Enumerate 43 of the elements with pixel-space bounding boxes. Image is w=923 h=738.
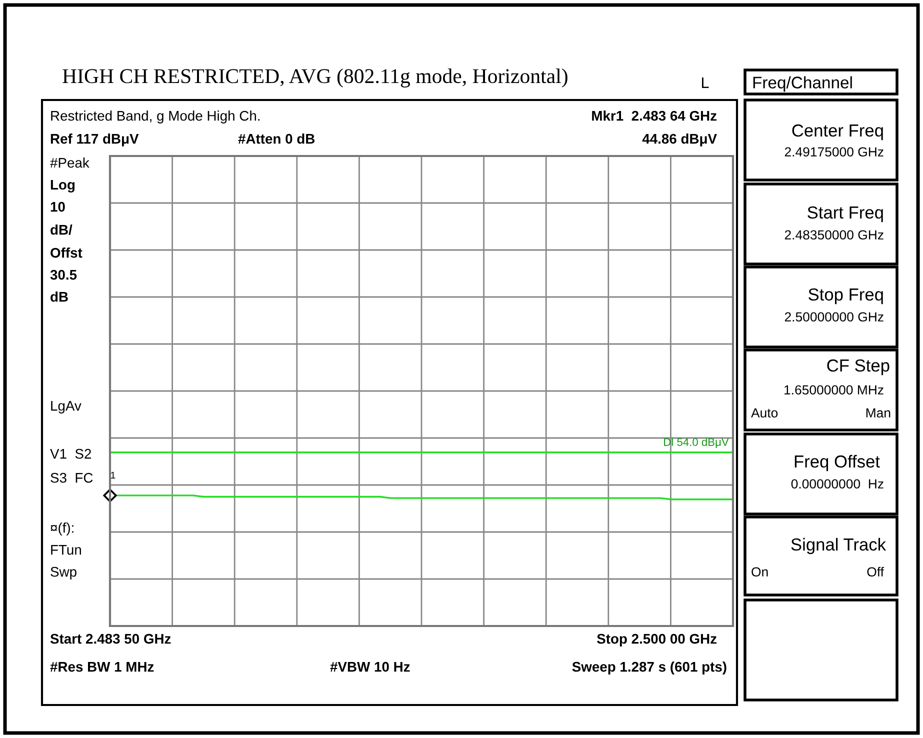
text: V1 S2 [50,448,91,459]
chart-subtitle: Restricted Band, g Mode High Ch. [51,110,260,124]
chart-title: HIGH CH RESTRICTED, AVG (802.11g mode, Horizontal) [62,68,568,88]
text: 44.86 dBμV [642,134,717,146]
text: 10 [50,202,65,212]
text: #Peak [50,158,90,168]
text: Signal Track [791,538,886,554]
text: 2.48350000 GHz [784,230,884,240]
text: Stop Freq [808,288,883,304]
text: dB/ [50,224,72,235]
text: 1.65000000 MHz [784,385,884,395]
text: 30.5 [50,270,77,280]
text: Stop 2.500 00 GHz [596,634,717,646]
text: Auto [751,408,778,418]
text: 1 [111,472,116,479]
text: Ref 117 dBμV [50,134,139,146]
text: #VBW 10 Hz [330,662,410,672]
text: Man [866,408,890,418]
text: On [752,567,768,577]
text: L [702,77,709,88]
text: Freq/Channel [753,76,852,92]
text: 2.50000000 GHz [784,312,884,322]
text: Mkr1 2.483 64 GHz [592,110,717,121]
text: Swp [50,566,76,580]
text: Offst [50,248,82,258]
text: Off [867,566,884,577]
text: Center Freq [792,124,883,140]
text: #Res BW 1 MHz [50,662,154,672]
text: FTun [51,545,81,555]
text: Freq Offset [794,454,880,472]
text: CF Step [827,359,890,376]
ref-line-label: Dl 54.0 dBμV [664,438,729,448]
text: 0.00000000 Hz [791,479,884,489]
text: S3 FC [50,472,93,483]
text: Sweep 1.287 s (601 pts) [572,662,726,674]
text: #Atten 0 dB [238,134,315,144]
text: Start Freq [808,206,883,222]
text: Start 2.483 50 GHz [50,634,171,644]
text: ¤(f): [50,522,74,536]
text: 2.49175000 GHz [784,147,884,157]
text: LgAv [51,401,82,414]
text: Log [50,180,75,192]
text: dB [50,292,68,302]
